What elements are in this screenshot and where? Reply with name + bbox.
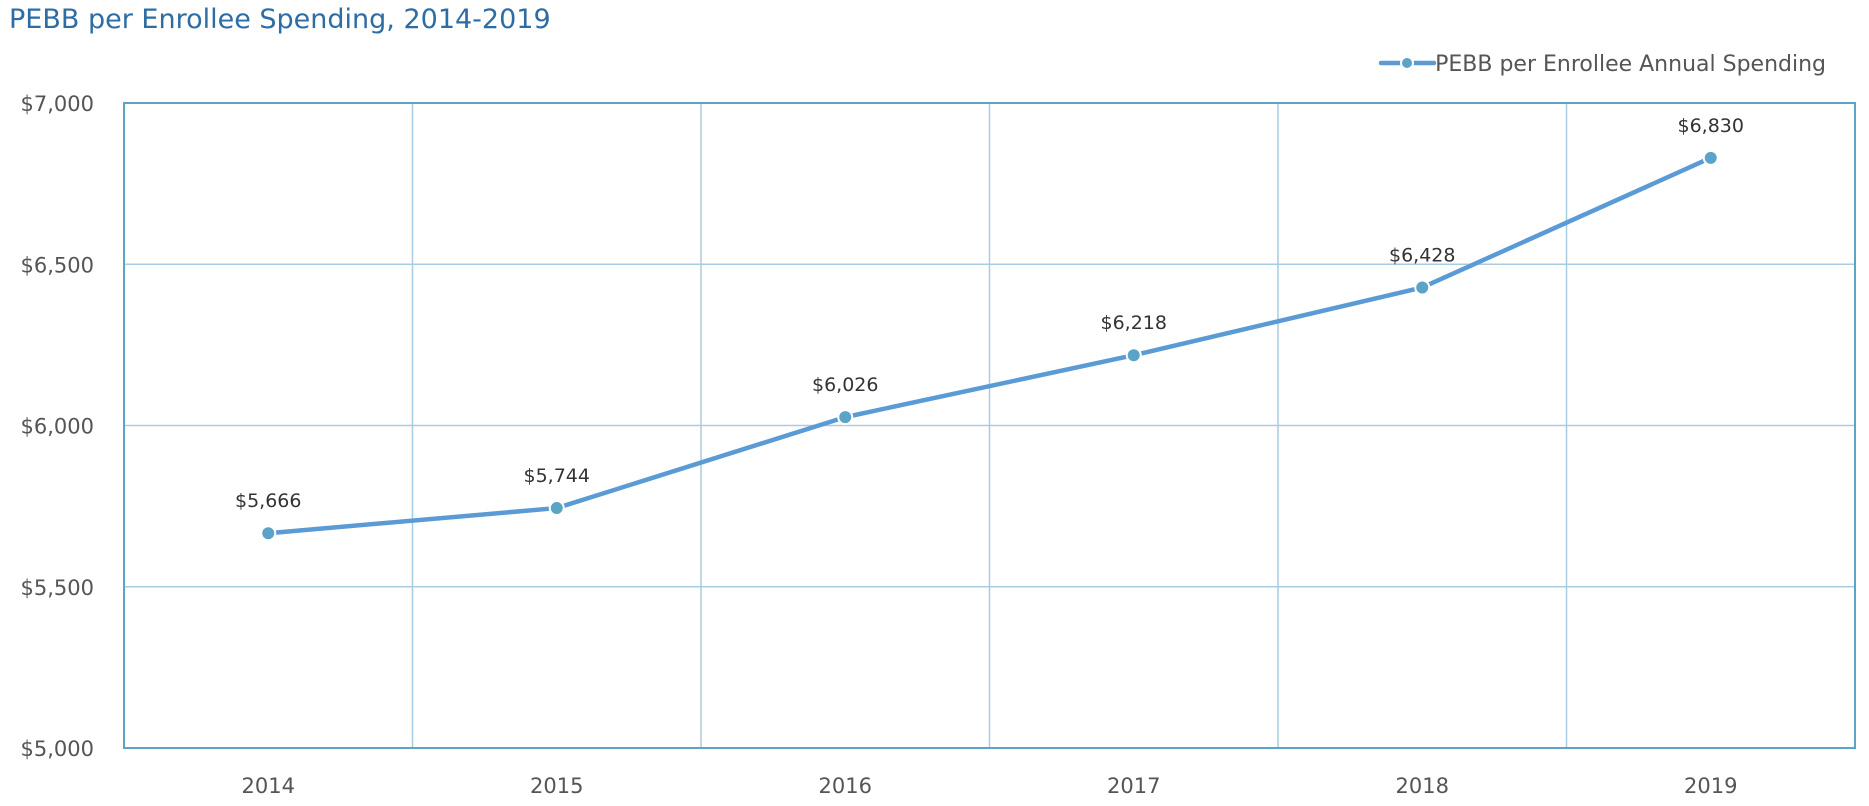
data-label-2018: $6,428: [1389, 244, 1455, 266]
series-line-0: [266, 155, 1713, 536]
y-tick-label-7000: $7,000: [21, 92, 94, 116]
data-label-2017: $6,218: [1101, 312, 1167, 334]
data-point-2014: [260, 525, 277, 542]
plot-area: $5,000 $5,500 $6,000 $6,500 $7,000 2014 2015 20…: [21, 92, 1856, 798]
data-label-2015: $5,744: [524, 465, 590, 487]
x-tick-label-2014: 2014: [242, 774, 295, 798]
x-tick-label-2016: 2016: [819, 774, 872, 798]
legend-label: PEBB per Enrollee Annual Spending: [1435, 52, 1826, 77]
data-point-2018: [1414, 279, 1431, 296]
y-tick-label-5500: $5,500: [21, 576, 94, 600]
y-tick-label-6000: $6,000: [21, 415, 94, 439]
data-label-2014: $5,666: [235, 490, 301, 512]
x-tick-label-2018: 2018: [1396, 774, 1449, 798]
data-point-2016: [837, 409, 854, 426]
data-point-2017: [1125, 347, 1142, 364]
legend-marker-swatch: [1400, 56, 1414, 70]
data-point-2015: [548, 500, 565, 517]
data-label-2019: $6,830: [1678, 115, 1744, 137]
data-label-2016: $6,026: [812, 374, 878, 396]
x-tick-label-2017: 2017: [1107, 774, 1160, 798]
data-point-2019: [1702, 149, 1719, 166]
x-tick-label-2015: 2015: [530, 774, 583, 798]
y-tick-label-6500: $6,500: [21, 253, 94, 277]
y-tick-label-5000: $5,000: [21, 737, 94, 761]
chart-title: PEBB per Enrollee Spending, 2014-2019: [9, 4, 551, 35]
plot-frame: [123, 102, 1856, 749]
chart-legend: PEBB per Enrollee Annual Spending: [1378, 52, 1826, 77]
x-tick-label-2019: 2019: [1684, 774, 1737, 798]
